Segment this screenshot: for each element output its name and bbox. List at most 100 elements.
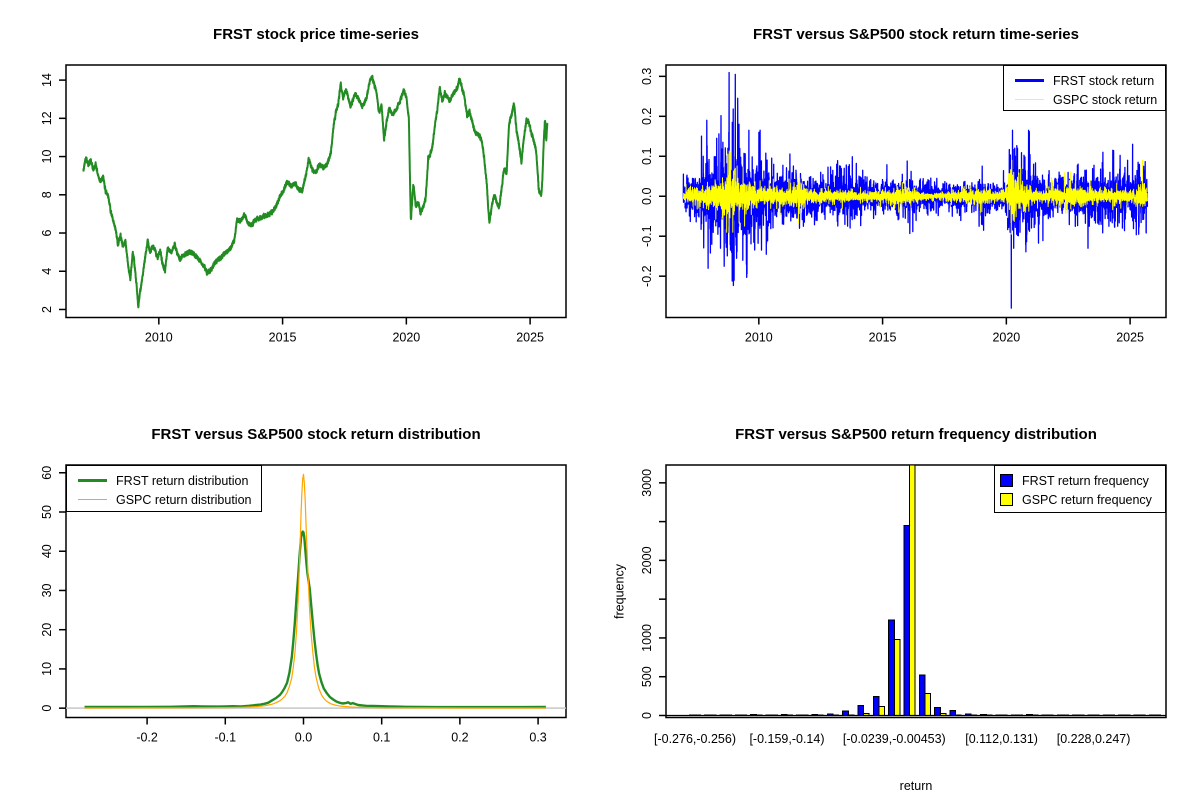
y-tick-label: 60 [40, 466, 54, 480]
plot-box [665, 64, 1167, 319]
y-tick-label: 500 [640, 666, 654, 687]
x-tick-label: 2010 [145, 331, 173, 345]
frst-density-curve [84, 530, 546, 709]
x-tick-label: 0.0 [295, 731, 312, 745]
hist-bin-label: [0.112,0.131) [965, 732, 1038, 746]
gspc-return-line-swatch [1015, 98, 1044, 101]
hist-bin-label: [-0.159,-0.14) [749, 732, 824, 746]
x-tick-label: 2025 [516, 331, 544, 345]
x-tick-label: -0.1 [215, 731, 237, 745]
returns-chart-panel: 2010 2015 2020 2025 -0.2 -0.1 0.0 0.1 0.2 0.3 FRS… [600, 0, 1200, 400]
gspc-density-curve [84, 473, 546, 709]
legend-label: FRST return distribution [116, 473, 249, 488]
frst-frequency-bar [888, 619, 895, 716]
histogram-chart-panel: 0 500 1000 2000 3000 [-0.276,-0.256) [-0.159,-… [600, 400, 1200, 800]
x-tick-label: -0.2 [136, 731, 158, 745]
x-tick-label: 0.3 [529, 731, 546, 745]
frst-density-line-swatch [78, 478, 107, 483]
x-tick-label: 0.1 [373, 731, 390, 745]
return-series-group [682, 71, 1149, 309]
y-tick-label: 40 [40, 544, 54, 558]
y-tick-label: 50 [40, 505, 54, 519]
y-tick-label: 2 [40, 306, 54, 313]
legend-entry-frst-frequency: FRST return frequency [995, 471, 1165, 490]
y-tick-label: 10 [40, 662, 54, 676]
y-tick-label: 12 [40, 111, 54, 125]
x-tick-label: 2025 [1116, 331, 1144, 345]
y-tick-label: 4 [40, 268, 54, 275]
gspc-frequency-bar [893, 638, 901, 716]
returns-chart-canvas: 2010 2015 2020 2025 -0.2 -0.1 0.0 0.1 0.2 0.3 [640, 64, 1167, 345]
histogram-chart-title: FRST versus S&P500 return frequency dist… [735, 426, 1097, 443]
legend-label: GSPC return frequency [1022, 492, 1152, 507]
returns-legend: FRST stock return GSPC stock return [1003, 65, 1166, 111]
y-tick-label: 0.3 [640, 68, 654, 85]
histogram-legend: FRST return frequency GSPC return freque… [994, 465, 1166, 513]
y-tick-label: -0.1 [640, 225, 654, 247]
price-chart-title: FRST stock price time-series [213, 26, 419, 43]
frst-frequency-bar [949, 709, 957, 716]
y-tick-label: 14 [40, 73, 54, 87]
hist-bin-label: [-0.0239,-0.00453) [843, 732, 946, 746]
gspc-frequency-bar [924, 692, 932, 716]
x-tick-label: 0.2 [451, 731, 468, 745]
hist-bin-label: [0.228,0.247) [1057, 732, 1131, 746]
y-tick-label: 0 [40, 705, 54, 712]
frst-return-line-swatch [1015, 79, 1044, 82]
frst-frequency-bar [918, 674, 926, 716]
price-chart-panel: 2010 2015 2020 2025 2 4 6 8 10 12 14 FRST stock pr… [0, 0, 600, 400]
hist-bin-label: [-0.276,-0.256) [654, 732, 736, 746]
plot-box [65, 64, 567, 319]
y-tick-label: 0.0 [640, 188, 654, 205]
legend-entry-gspc-density: GSPC return distribution [67, 490, 261, 509]
x-tick-label: 2010 [745, 331, 773, 345]
density-chart-canvas: -0.2 -0.1 0.0 0.1 0.2 0.3 0 10 20 30 40 50 60 [40, 464, 567, 745]
plot-box [665, 464, 1167, 719]
y-tick-label: 6 [40, 229, 54, 236]
gspc-frequency-bar [909, 465, 916, 716]
frst-frequency-bar [934, 706, 941, 716]
returns-chart-title: FRST versus S&P500 stock return time-ser… [753, 26, 1079, 43]
legend-label: FRST return frequency [1022, 473, 1149, 488]
frst-frequency-bar [903, 524, 911, 716]
y-tick-label: 30 [40, 583, 54, 597]
y-tick-label: 1000 [640, 624, 654, 652]
legend-entry-gspc-return: GSPC stock return [1004, 90, 1165, 109]
legend-label: FRST stock return [1053, 73, 1155, 88]
gspc-return-series-line [682, 150, 1148, 235]
legend-entry-frst-return: FRST stock return [1004, 71, 1165, 90]
x-tick-label: 2015 [869, 331, 897, 345]
y-tick-label: 3000 [640, 469, 654, 497]
gspc-frequency-square-swatch [1000, 493, 1013, 506]
legend-label: GSPC stock return [1053, 92, 1158, 107]
y-tick-label: 10 [40, 150, 54, 164]
y-tick-label: 20 [40, 623, 54, 637]
frst-frequency-bar [872, 695, 880, 716]
histogram-x-axis-title: return [899, 779, 933, 793]
y-tick-label: 2000 [640, 546, 654, 574]
x-tick-label: 2015 [269, 331, 297, 345]
x-tick-label: 2020 [392, 331, 420, 345]
legend-label: GSPC return distribution [116, 492, 252, 507]
y-tick-label: 0.1 [640, 148, 654, 165]
y-tick-label: 0 [640, 712, 654, 719]
legend-entry-gspc-frequency: GSPC return frequency [995, 490, 1165, 509]
y-tick-label: 8 [40, 191, 54, 198]
legend-entry-frst-density: FRST return distribution [67, 471, 261, 490]
y-tick-label: 0.2 [640, 108, 654, 125]
density-chart-title: FRST versus S&P500 stock return distribu… [151, 426, 481, 443]
frst-frequency-bar [857, 704, 865, 716]
gspc-frequency-bar [878, 706, 886, 716]
frst-frequency-square-swatch [1000, 474, 1013, 487]
density-chart-panel: -0.2 -0.1 0.0 0.1 0.2 0.3 0 10 20 30 40 50 60 FRST v… [0, 400, 600, 800]
density-legend: FRST return distribution GSPC return dis… [66, 465, 262, 512]
y-tick-label: -0.2 [640, 265, 654, 287]
frst-price-line [82, 74, 549, 309]
price-series-group [82, 74, 549, 309]
x-tick-label: 2020 [992, 331, 1020, 345]
gspc-density-line-swatch [78, 498, 107, 501]
histogram-y-axis-title: frequency [612, 564, 627, 619]
plot-box [65, 464, 567, 719]
histogram-chart-canvas: 0 500 1000 2000 3000 [-0.276,-0.256) [-0.159,-… [640, 464, 1167, 746]
